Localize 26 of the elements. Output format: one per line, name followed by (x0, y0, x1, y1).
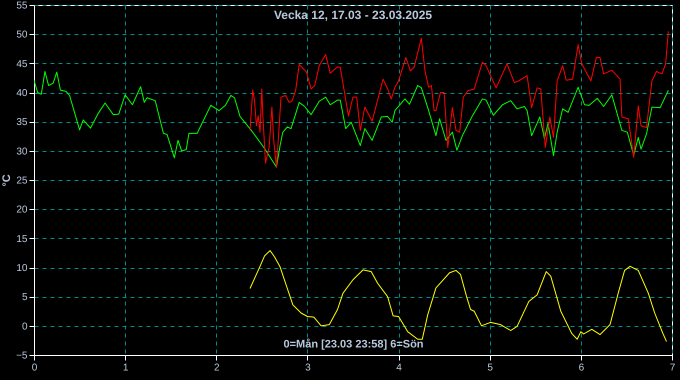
line-series (34, 71, 669, 168)
x-tick-label: 2 (214, 362, 220, 374)
line-series (250, 30, 669, 168)
y-tick-label: 15 (16, 234, 28, 245)
x-tick-label: 0 (32, 362, 38, 374)
y-tick-label: 30 (16, 146, 28, 158)
y-tick-label: 45 (16, 58, 28, 70)
y-tick-label: 5 (22, 292, 28, 304)
y-tick-label: 0 (22, 321, 28, 332)
y-axis-title: °C (1, 174, 14, 187)
y-tick-label: 55 (16, 0, 28, 12)
x-tick-label: 6 (578, 362, 585, 374)
x-tick-label: 1 (122, 362, 129, 374)
y-tick-label: 50 (16, 30, 28, 41)
y-tick-label: −5 (16, 350, 28, 362)
chart-title: Vecka 12, 17.03 - 23.03.2025 (274, 8, 432, 22)
y-tick-label: 35 (16, 117, 28, 128)
y-tick-label: 40 (16, 88, 28, 99)
y-tick-label: 10 (16, 263, 28, 274)
x-tick-label: 5 (487, 362, 494, 374)
x-tick-label: 7 (670, 362, 676, 374)
x-tick-label: 3 (305, 362, 312, 374)
y-tick-label: 20 (16, 204, 28, 216)
x-tick-label: 4 (396, 362, 402, 374)
y-tick-label: 25 (16, 176, 28, 186)
x-axis-title: 0=Mån [23.03 23:58] 6=Sön (283, 338, 424, 350)
